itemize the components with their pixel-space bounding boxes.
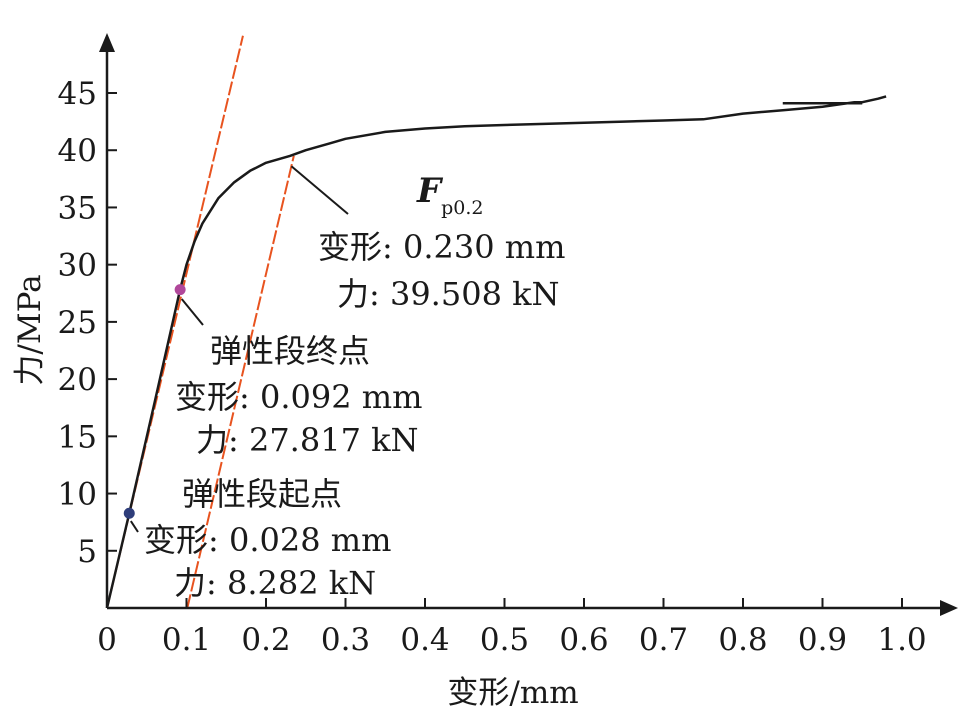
y-tick-label: 40 — [58, 133, 97, 169]
x-tick-label: 0.6 — [559, 622, 608, 658]
x-tick-label: 0.4 — [400, 622, 449, 658]
elastic-start-force-label: 力: 8.282 kN — [174, 564, 376, 602]
y-tick-label: 30 — [58, 248, 97, 284]
fp02-label: Fp0.2 — [416, 171, 484, 219]
load-deformation-curve — [105, 95, 887, 609]
x-tick-label: 0.7 — [639, 622, 688, 658]
x-tick-label: 0.9 — [798, 622, 847, 658]
y-tick-label: 10 — [58, 477, 97, 513]
elastic-end-deform-label: 变形: 0.092 mm — [175, 378, 422, 416]
y-tick-label: 25 — [58, 305, 97, 341]
origin-label: 0 — [97, 622, 117, 658]
x-tick-label: 0.3 — [321, 622, 370, 658]
y-tick-label: 20 — [58, 362, 97, 398]
elastic-start-title: 弹性段起点 — [182, 475, 342, 513]
y-axis-title: 力/MPa — [12, 274, 48, 385]
x-axis-title: 变形/mm — [447, 675, 578, 711]
x-tick-label: 0.8 — [718, 622, 767, 658]
elastic-end-leader-line — [180, 298, 204, 326]
elastic-start-deform-label: 变形: 0.028 mm — [144, 521, 391, 559]
fp02-force-label: 力: 39.508 kN — [337, 275, 560, 313]
x-tick-label: 0.5 — [480, 622, 529, 658]
x-tick-label: 1.0 — [877, 622, 926, 658]
elastic-end-force-label: 力: 27.817 kN — [196, 421, 419, 459]
y-tick-label: 45 — [58, 76, 97, 112]
elastic-end-point — [174, 284, 186, 296]
elastic-start-leader-line — [130, 520, 139, 533]
elastic-end-title: 弹性段终点 — [210, 332, 370, 370]
y-axis-arrow-icon — [99, 33, 115, 52]
offset-reference-line-2 — [186, 155, 295, 609]
y-tick-label: 35 — [58, 190, 97, 226]
x-axis-arrow-icon — [940, 600, 958, 616]
axes — [99, 33, 958, 616]
fp02-leader-line — [290, 165, 349, 215]
y-tick-label: 5 — [77, 534, 97, 570]
x-tick-label: 0.2 — [241, 622, 290, 658]
fp02-deform-label: 变形: 0.230 mm — [318, 228, 565, 266]
x-tick-label: 0.1 — [162, 622, 211, 658]
y-tick-label: 15 — [58, 419, 97, 455]
elastic-start-point — [123, 507, 135, 519]
